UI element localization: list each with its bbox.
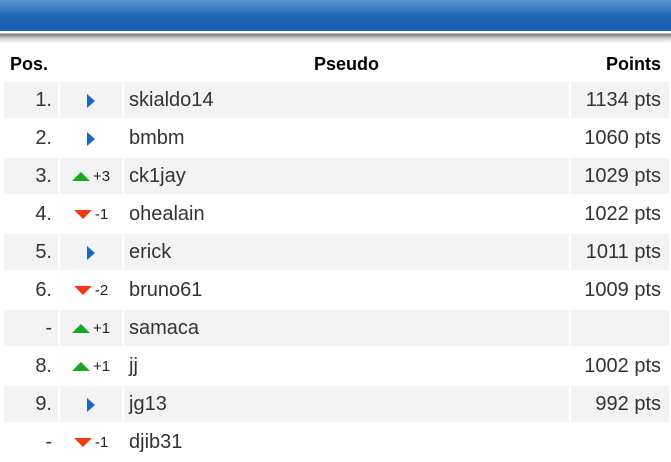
points: 992 pts: [571, 386, 669, 424]
table-row: 9. jg13 992 pts: [4, 386, 669, 424]
points: [571, 310, 669, 348]
trend-cell: +3: [60, 158, 122, 196]
pseudo[interactable]: skialdo14: [124, 82, 569, 120]
pseudo[interactable]: bruno61: [124, 272, 569, 310]
points: 1060 pts: [571, 120, 669, 158]
position-change: +1: [92, 357, 111, 375]
points: 1009 pts: [571, 272, 669, 310]
table-header: Pos. Pseudo Points: [4, 48, 669, 82]
pseudo[interactable]: erick: [124, 234, 569, 272]
arrow-up-icon: [71, 324, 90, 334]
table-row: 1. skialdo14 1134 pts: [4, 82, 669, 120]
position: -: [4, 424, 58, 462]
header-pos: Pos.: [10, 53, 49, 74]
position: 9.: [4, 386, 58, 424]
header-shadow: [0, 31, 671, 43]
pseudo[interactable]: jj: [124, 348, 569, 386]
position: 3.: [4, 158, 58, 196]
arrow-up-icon: [71, 362, 90, 372]
pseudo[interactable]: bmbm: [124, 120, 569, 158]
points: 1022 pts: [571, 196, 669, 234]
pseudo[interactable]: ck1jay: [124, 158, 569, 196]
points: [571, 424, 669, 462]
pseudo[interactable]: samaca: [124, 310, 569, 348]
points: 1002 pts: [571, 348, 669, 386]
arrow-right-icon: [87, 397, 95, 412]
table-row: 8. +1 jj 1002 pts: [4, 348, 669, 386]
table-row: - +1 samaca: [4, 310, 669, 348]
trend-cell: [60, 234, 122, 272]
arrow-right-icon: [87, 245, 95, 260]
header-trend: [60, 48, 122, 82]
table-row: 3. +3 ck1jay 1029 pts: [4, 158, 669, 196]
trend-cell: [60, 386, 122, 424]
position: 1.: [4, 82, 58, 120]
position-change: +3: [92, 167, 111, 185]
pseudo[interactable]: djib31: [124, 424, 569, 462]
position: 2.: [4, 120, 58, 158]
trend-cell: [60, 82, 122, 120]
trend-cell: +1: [60, 348, 122, 386]
trend-cell: -2: [60, 272, 122, 310]
position-change: -2: [94, 281, 109, 299]
trend-cell: -1: [60, 196, 122, 234]
table-row: 6. -2 bruno61 1009 pts: [4, 272, 669, 310]
header-pseudo: Pseudo: [313, 53, 379, 74]
header-bar: [0, 0, 671, 31]
arrow-up-icon: [71, 172, 90, 182]
arrow-down-icon: [73, 286, 92, 296]
points: 1134 pts: [571, 82, 669, 120]
trend-cell: +1: [60, 310, 122, 348]
points: 1011 pts: [571, 234, 669, 272]
pseudo[interactable]: jg13: [124, 386, 569, 424]
position: 4.: [4, 196, 58, 234]
trend-cell: -1: [60, 424, 122, 462]
position: 6.: [4, 272, 58, 310]
position-change: +1: [92, 319, 111, 337]
table-row: 2. bmbm 1060 pts: [4, 120, 669, 158]
points: 1029 pts: [571, 158, 669, 196]
arrow-down-icon: [73, 210, 92, 220]
pseudo[interactable]: ohealain: [124, 196, 569, 234]
header-points: Points: [605, 53, 661, 74]
table-row: 4. -1 ohealain 1022 pts: [4, 196, 669, 234]
arrow-down-icon: [73, 438, 92, 448]
table-row: - -1 djib31: [4, 424, 669, 462]
position-change: -1: [94, 205, 109, 223]
arrow-right-icon: [87, 131, 95, 146]
ranking-table: Pos. Pseudo Points 1. skialdo14 1134 pts…: [2, 48, 671, 462]
table-row: 5. erick 1011 pts: [4, 234, 669, 272]
arrow-right-icon: [87, 93, 95, 108]
trend-cell: [60, 120, 122, 158]
position: -: [4, 310, 58, 348]
position: 8.: [4, 348, 58, 386]
position: 5.: [4, 234, 58, 272]
position-change: -1: [94, 433, 109, 451]
